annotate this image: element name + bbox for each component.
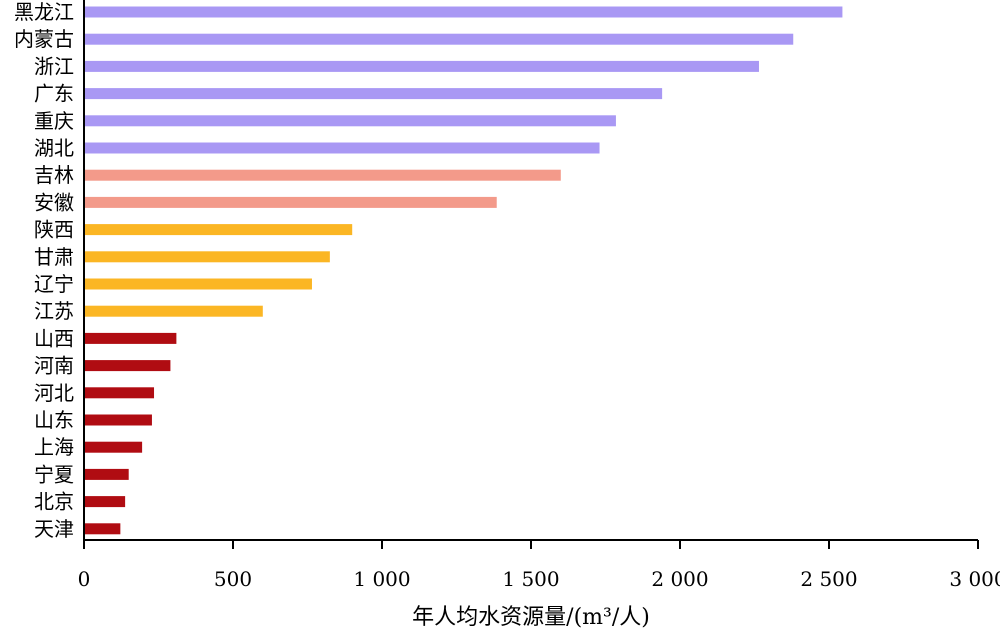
category-label: 宁夏 (34, 462, 74, 486)
bar (84, 305, 263, 317)
x-tick-label: 1 000 (353, 567, 410, 591)
category-label: 河北 (34, 381, 74, 405)
bar (84, 523, 121, 535)
bar (84, 169, 561, 181)
bar (84, 387, 155, 399)
category-label: 广东 (34, 82, 74, 106)
category-label: 湖北 (34, 136, 74, 160)
category-label: 山西 (34, 326, 74, 350)
category-label: 浙江 (34, 54, 74, 78)
bar (84, 332, 177, 344)
category-label: 江苏 (34, 299, 74, 323)
category-labels: 黑龙江内蒙古浙江广东重庆湖北吉林安徽陕西甘肃辽宁江苏山西河南河北山东上海宁夏北京… (14, 0, 74, 541)
x-tick-label: 500 (214, 567, 252, 591)
x-axis-ticks: 0 500 1 000 1 500 2 000 2 500 3 000 (78, 540, 1000, 591)
bar (84, 6, 843, 18)
bar (84, 414, 152, 426)
bar (84, 196, 497, 208)
category-label: 上海 (34, 435, 74, 459)
category-label: 安徽 (34, 190, 74, 214)
bar (84, 468, 129, 480)
category-label: 甘肃 (34, 245, 74, 269)
bar (84, 496, 126, 508)
category-label: 天津 (34, 517, 74, 541)
category-label: 河南 (34, 354, 74, 378)
x-tick-label: 3 000 (949, 567, 1000, 591)
bar (84, 142, 600, 154)
x-axis-title: 年人均水资源量/(m³/人) (412, 605, 650, 630)
category-label: 重庆 (34, 109, 74, 133)
x-tick-label: 1 500 (502, 567, 559, 591)
bar (84, 251, 330, 263)
bar (84, 88, 663, 100)
x-tick-label: 2 500 (800, 567, 857, 591)
category-label: 山东 (34, 408, 74, 432)
bar (84, 441, 143, 453)
category-label: 吉林 (34, 163, 74, 187)
category-label: 陕西 (34, 218, 74, 242)
category-label: 黑龙江 (14, 0, 74, 24)
bar (84, 33, 794, 45)
bar (84, 224, 353, 236)
bar (84, 278, 312, 290)
category-label: 北京 (34, 490, 74, 514)
x-tick-label: 2 000 (651, 567, 708, 591)
bar (84, 115, 616, 127)
category-label: 内蒙古 (14, 27, 74, 51)
bars-layer (84, 6, 843, 535)
category-label: 辽宁 (34, 272, 74, 296)
bar (84, 360, 171, 372)
bar (84, 60, 759, 72)
x-tick-label: 0 (78, 567, 91, 591)
x-axis (83, 0, 978, 541)
